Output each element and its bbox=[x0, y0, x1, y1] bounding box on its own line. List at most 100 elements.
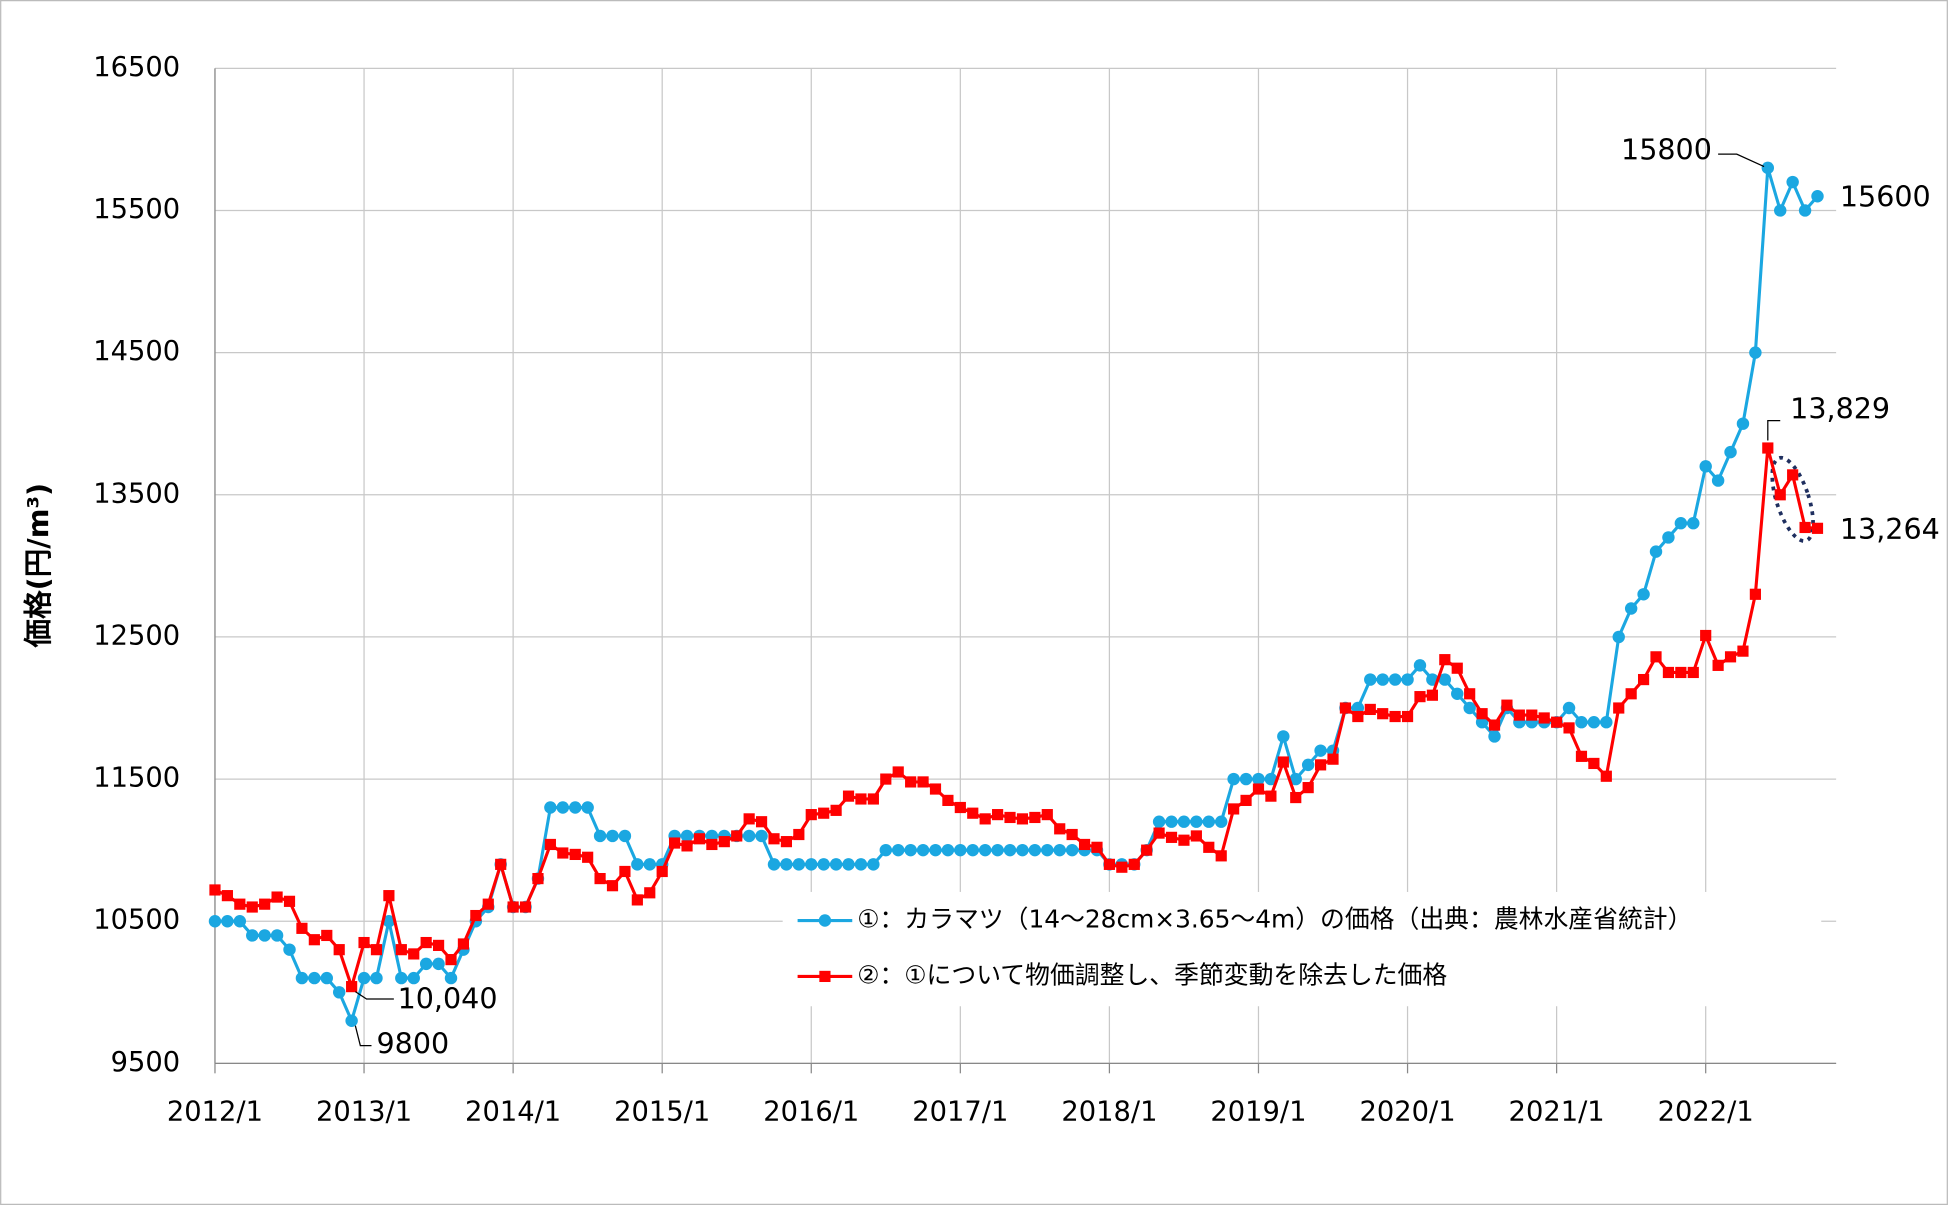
data-point bbox=[1761, 161, 1775, 175]
data-point bbox=[1464, 688, 1476, 700]
data-point bbox=[780, 858, 793, 871]
data-point bbox=[1364, 673, 1377, 686]
data-point bbox=[1774, 204, 1787, 217]
data-point bbox=[332, 986, 346, 999]
data-point bbox=[1649, 545, 1663, 558]
data-point bbox=[1239, 772, 1253, 786]
data-point bbox=[1215, 850, 1227, 862]
data-point bbox=[892, 766, 904, 778]
data-point bbox=[320, 971, 333, 985]
data-point bbox=[270, 929, 284, 942]
data-point bbox=[420, 936, 432, 949]
data-point bbox=[954, 843, 967, 857]
data-point bbox=[742, 829, 756, 843]
data-point bbox=[929, 843, 942, 857]
data-point bbox=[308, 971, 321, 985]
data-point bbox=[1762, 442, 1774, 454]
data-point bbox=[1562, 701, 1576, 715]
data-point bbox=[879, 843, 893, 857]
data-point bbox=[1662, 531, 1675, 544]
data-point bbox=[1600, 770, 1612, 782]
data-point bbox=[1463, 701, 1476, 715]
data-point bbox=[507, 901, 519, 913]
data-point bbox=[296, 922, 308, 934]
data-point bbox=[1612, 630, 1625, 644]
data-point bbox=[1724, 651, 1737, 663]
data-point bbox=[445, 954, 457, 966]
data-point bbox=[731, 830, 743, 842]
data-point bbox=[370, 971, 383, 985]
data-point bbox=[1811, 522, 1824, 534]
data-point bbox=[631, 858, 644, 871]
data-point bbox=[1315, 759, 1327, 771]
data-point bbox=[842, 858, 855, 871]
data-point bbox=[308, 934, 320, 946]
data-point bbox=[1488, 719, 1501, 731]
data-point bbox=[1674, 516, 1688, 530]
data-point bbox=[1737, 645, 1749, 657]
data-point bbox=[1799, 521, 1811, 534]
data-point bbox=[258, 929, 271, 942]
data-point bbox=[1376, 673, 1389, 686]
data-point bbox=[1178, 834, 1190, 846]
data-point bbox=[892, 843, 905, 857]
data-point bbox=[680, 829, 694, 843]
data-point bbox=[1798, 204, 1812, 217]
data-point bbox=[1488, 730, 1501, 743]
x-tick-label: 2022/1 bbox=[1658, 1097, 1754, 1128]
data-label: 10,040 bbox=[398, 981, 498, 1015]
data-point bbox=[1774, 489, 1786, 501]
x-tick-label: 2014/1 bbox=[465, 1097, 561, 1128]
data-point bbox=[357, 971, 371, 985]
data-point bbox=[1662, 666, 1675, 679]
legend-marker bbox=[819, 970, 831, 983]
data-point bbox=[793, 828, 805, 841]
data-point bbox=[1388, 673, 1402, 686]
data-point bbox=[1749, 588, 1761, 600]
data-point bbox=[1352, 710, 1364, 723]
data-point bbox=[1675, 666, 1687, 679]
data-point bbox=[569, 848, 581, 861]
data-point bbox=[1277, 756, 1289, 768]
data-point bbox=[780, 836, 793, 848]
data-point bbox=[345, 1014, 358, 1027]
label-leader bbox=[1767, 420, 1781, 441]
data-point bbox=[1091, 841, 1103, 853]
data-point bbox=[1177, 815, 1191, 828]
data-point bbox=[1613, 702, 1625, 714]
data-point bbox=[333, 944, 345, 956]
label-leader bbox=[354, 1025, 372, 1047]
data-point bbox=[880, 773, 892, 785]
data-point bbox=[1289, 772, 1302, 786]
data-point bbox=[606, 880, 619, 892]
data-point bbox=[419, 957, 433, 971]
data-point bbox=[755, 816, 768, 828]
y-tick-label: 12500 bbox=[93, 620, 180, 651]
data-point bbox=[1041, 809, 1053, 821]
data-point bbox=[1526, 709, 1538, 721]
data-point bbox=[532, 872, 544, 885]
data-point bbox=[1538, 712, 1550, 724]
data-point bbox=[1203, 841, 1215, 853]
data-point bbox=[1054, 823, 1066, 835]
data-point bbox=[842, 790, 855, 802]
legend-label: ①：カラマツ（14～28cm×3.65～4m）の価格（出典：農林水産省統計） bbox=[857, 905, 1692, 934]
data-point bbox=[457, 938, 470, 950]
data-point bbox=[259, 898, 271, 910]
data-point bbox=[482, 898, 494, 910]
data-point bbox=[992, 809, 1004, 821]
data-point bbox=[1426, 689, 1438, 701]
data-point bbox=[818, 807, 830, 819]
data-point bbox=[1389, 710, 1401, 723]
data-point bbox=[966, 843, 979, 857]
data-point bbox=[556, 801, 570, 814]
data-point bbox=[1153, 827, 1165, 839]
data-point bbox=[830, 804, 842, 816]
data-point bbox=[681, 840, 693, 852]
x-tick-label: 2016/1 bbox=[763, 1097, 859, 1128]
data-point bbox=[1513, 709, 1525, 721]
data-point bbox=[644, 887, 656, 899]
data-point bbox=[246, 901, 258, 913]
